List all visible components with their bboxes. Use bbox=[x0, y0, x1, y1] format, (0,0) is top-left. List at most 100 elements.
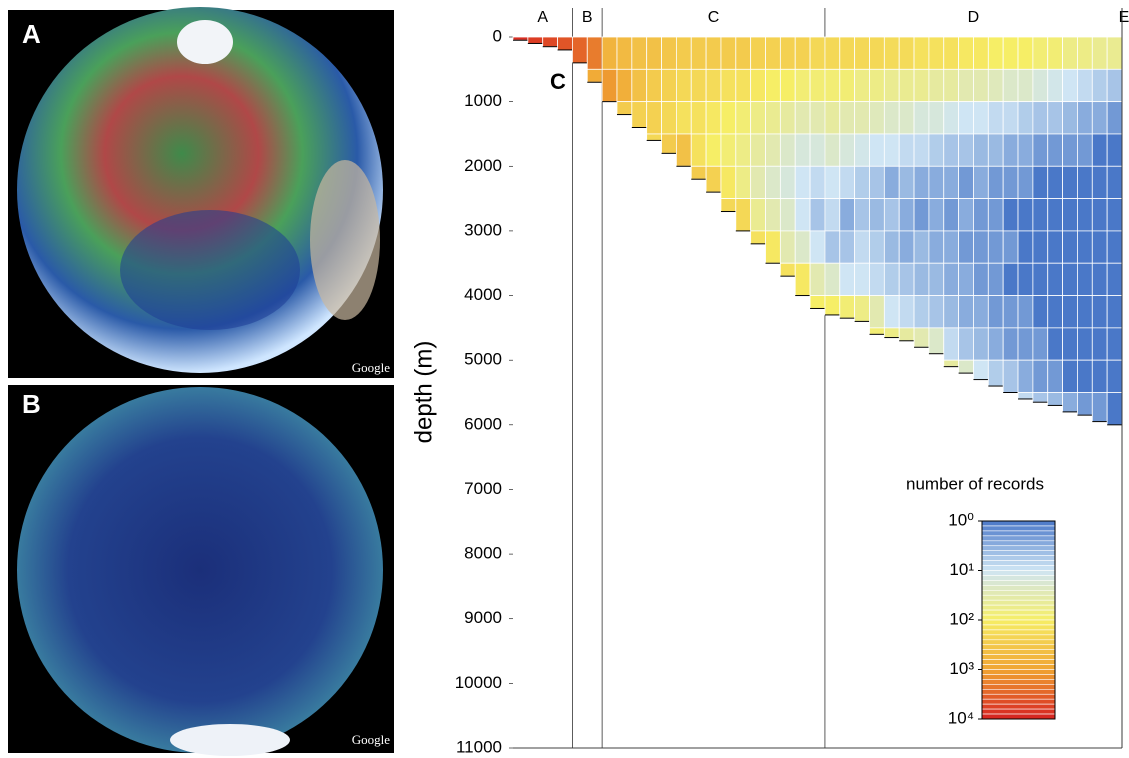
zone-label: D bbox=[968, 9, 980, 26]
cell bbox=[854, 165, 870, 199]
cell bbox=[869, 36, 885, 70]
cell bbox=[928, 327, 945, 355]
africa bbox=[310, 160, 380, 320]
cell bbox=[973, 101, 989, 135]
cell bbox=[898, 133, 915, 167]
cell bbox=[854, 262, 870, 296]
y-tick-label: 5000 bbox=[464, 350, 502, 369]
cell bbox=[973, 359, 989, 380]
cell bbox=[1077, 230, 1093, 264]
cell bbox=[720, 133, 737, 167]
cell bbox=[987, 359, 1004, 387]
cell bbox=[1002, 68, 1019, 103]
cell bbox=[943, 68, 960, 103]
colorbar-stripe bbox=[981, 679, 1056, 685]
colorbar-stripe bbox=[981, 708, 1056, 715]
cell bbox=[928, 262, 945, 296]
cell bbox=[750, 68, 766, 103]
cell bbox=[854, 36, 870, 70]
cell bbox=[1062, 165, 1078, 199]
cell bbox=[928, 101, 945, 135]
cell bbox=[987, 295, 1004, 329]
y-tick-label: 1000 bbox=[464, 91, 502, 110]
cell bbox=[779, 101, 796, 135]
cell bbox=[1002, 262, 1019, 296]
cell bbox=[987, 198, 1004, 232]
cell bbox=[883, 327, 900, 338]
cell bbox=[883, 295, 900, 329]
cell bbox=[898, 68, 915, 103]
cell bbox=[779, 133, 796, 167]
cell bbox=[616, 36, 633, 70]
cell bbox=[869, 165, 885, 199]
cell bbox=[987, 165, 1004, 199]
cell bbox=[913, 133, 930, 167]
cell bbox=[913, 165, 930, 199]
cell bbox=[839, 230, 856, 264]
cell bbox=[898, 327, 915, 342]
cell bbox=[705, 101, 722, 135]
cell bbox=[1106, 327, 1123, 361]
y-tick-label: 0 bbox=[493, 26, 502, 45]
cell bbox=[1062, 295, 1078, 329]
cell bbox=[958, 262, 974, 296]
cell bbox=[958, 165, 974, 199]
colorbar-stripe bbox=[981, 540, 1056, 547]
cell bbox=[1032, 101, 1049, 135]
cell bbox=[1002, 36, 1019, 70]
colorbar-tick-label: 10¹ bbox=[949, 560, 974, 579]
cell bbox=[765, 165, 781, 199]
watermark: Google bbox=[352, 732, 391, 747]
cell bbox=[943, 327, 960, 361]
colorbar-stripe bbox=[981, 580, 1056, 586]
cell bbox=[809, 295, 826, 309]
y-tick-label: 3000 bbox=[464, 220, 502, 239]
cell bbox=[973, 36, 989, 70]
cell bbox=[1047, 36, 1063, 70]
colorbar-stripe bbox=[981, 629, 1056, 636]
colorbar-tick-label: 10³ bbox=[949, 659, 974, 678]
cell bbox=[1017, 327, 1034, 361]
cell bbox=[1062, 198, 1078, 232]
cell bbox=[794, 133, 811, 167]
cell bbox=[690, 36, 707, 70]
cell bbox=[1091, 359, 1108, 393]
cell bbox=[854, 198, 870, 232]
cell bbox=[646, 133, 662, 141]
cell bbox=[809, 198, 826, 232]
cell bbox=[779, 230, 796, 264]
colorbar-stripe bbox=[981, 560, 1056, 566]
cell bbox=[1047, 359, 1063, 393]
cell bbox=[705, 165, 722, 193]
cell bbox=[794, 101, 811, 135]
cell bbox=[928, 133, 945, 167]
cell bbox=[1062, 327, 1078, 361]
cell bbox=[809, 165, 826, 199]
cell bbox=[913, 36, 930, 70]
cell bbox=[943, 262, 960, 296]
cell bbox=[824, 68, 841, 103]
colorbar-stripe bbox=[981, 589, 1056, 596]
cell bbox=[869, 133, 885, 167]
y-tick-label: 8000 bbox=[464, 544, 502, 563]
cell bbox=[1106, 68, 1123, 103]
cell bbox=[1032, 133, 1049, 167]
cell bbox=[779, 165, 796, 199]
y-tick-label: 7000 bbox=[464, 479, 502, 498]
cell bbox=[839, 165, 856, 199]
cell bbox=[1106, 133, 1123, 167]
cell bbox=[809, 133, 826, 167]
y-tick-label: 9000 bbox=[464, 608, 502, 627]
y-tick-label: 11000 bbox=[456, 737, 502, 756]
cell bbox=[1047, 198, 1063, 232]
cell bbox=[1091, 68, 1108, 103]
colorbar-tick-label: 10² bbox=[949, 609, 974, 628]
cell bbox=[542, 36, 558, 48]
cell bbox=[1062, 68, 1078, 103]
cell bbox=[839, 295, 856, 319]
cell bbox=[898, 101, 915, 135]
cell bbox=[1077, 392, 1093, 416]
cell bbox=[1017, 68, 1034, 103]
cell bbox=[928, 165, 945, 199]
cell bbox=[631, 101, 648, 128]
